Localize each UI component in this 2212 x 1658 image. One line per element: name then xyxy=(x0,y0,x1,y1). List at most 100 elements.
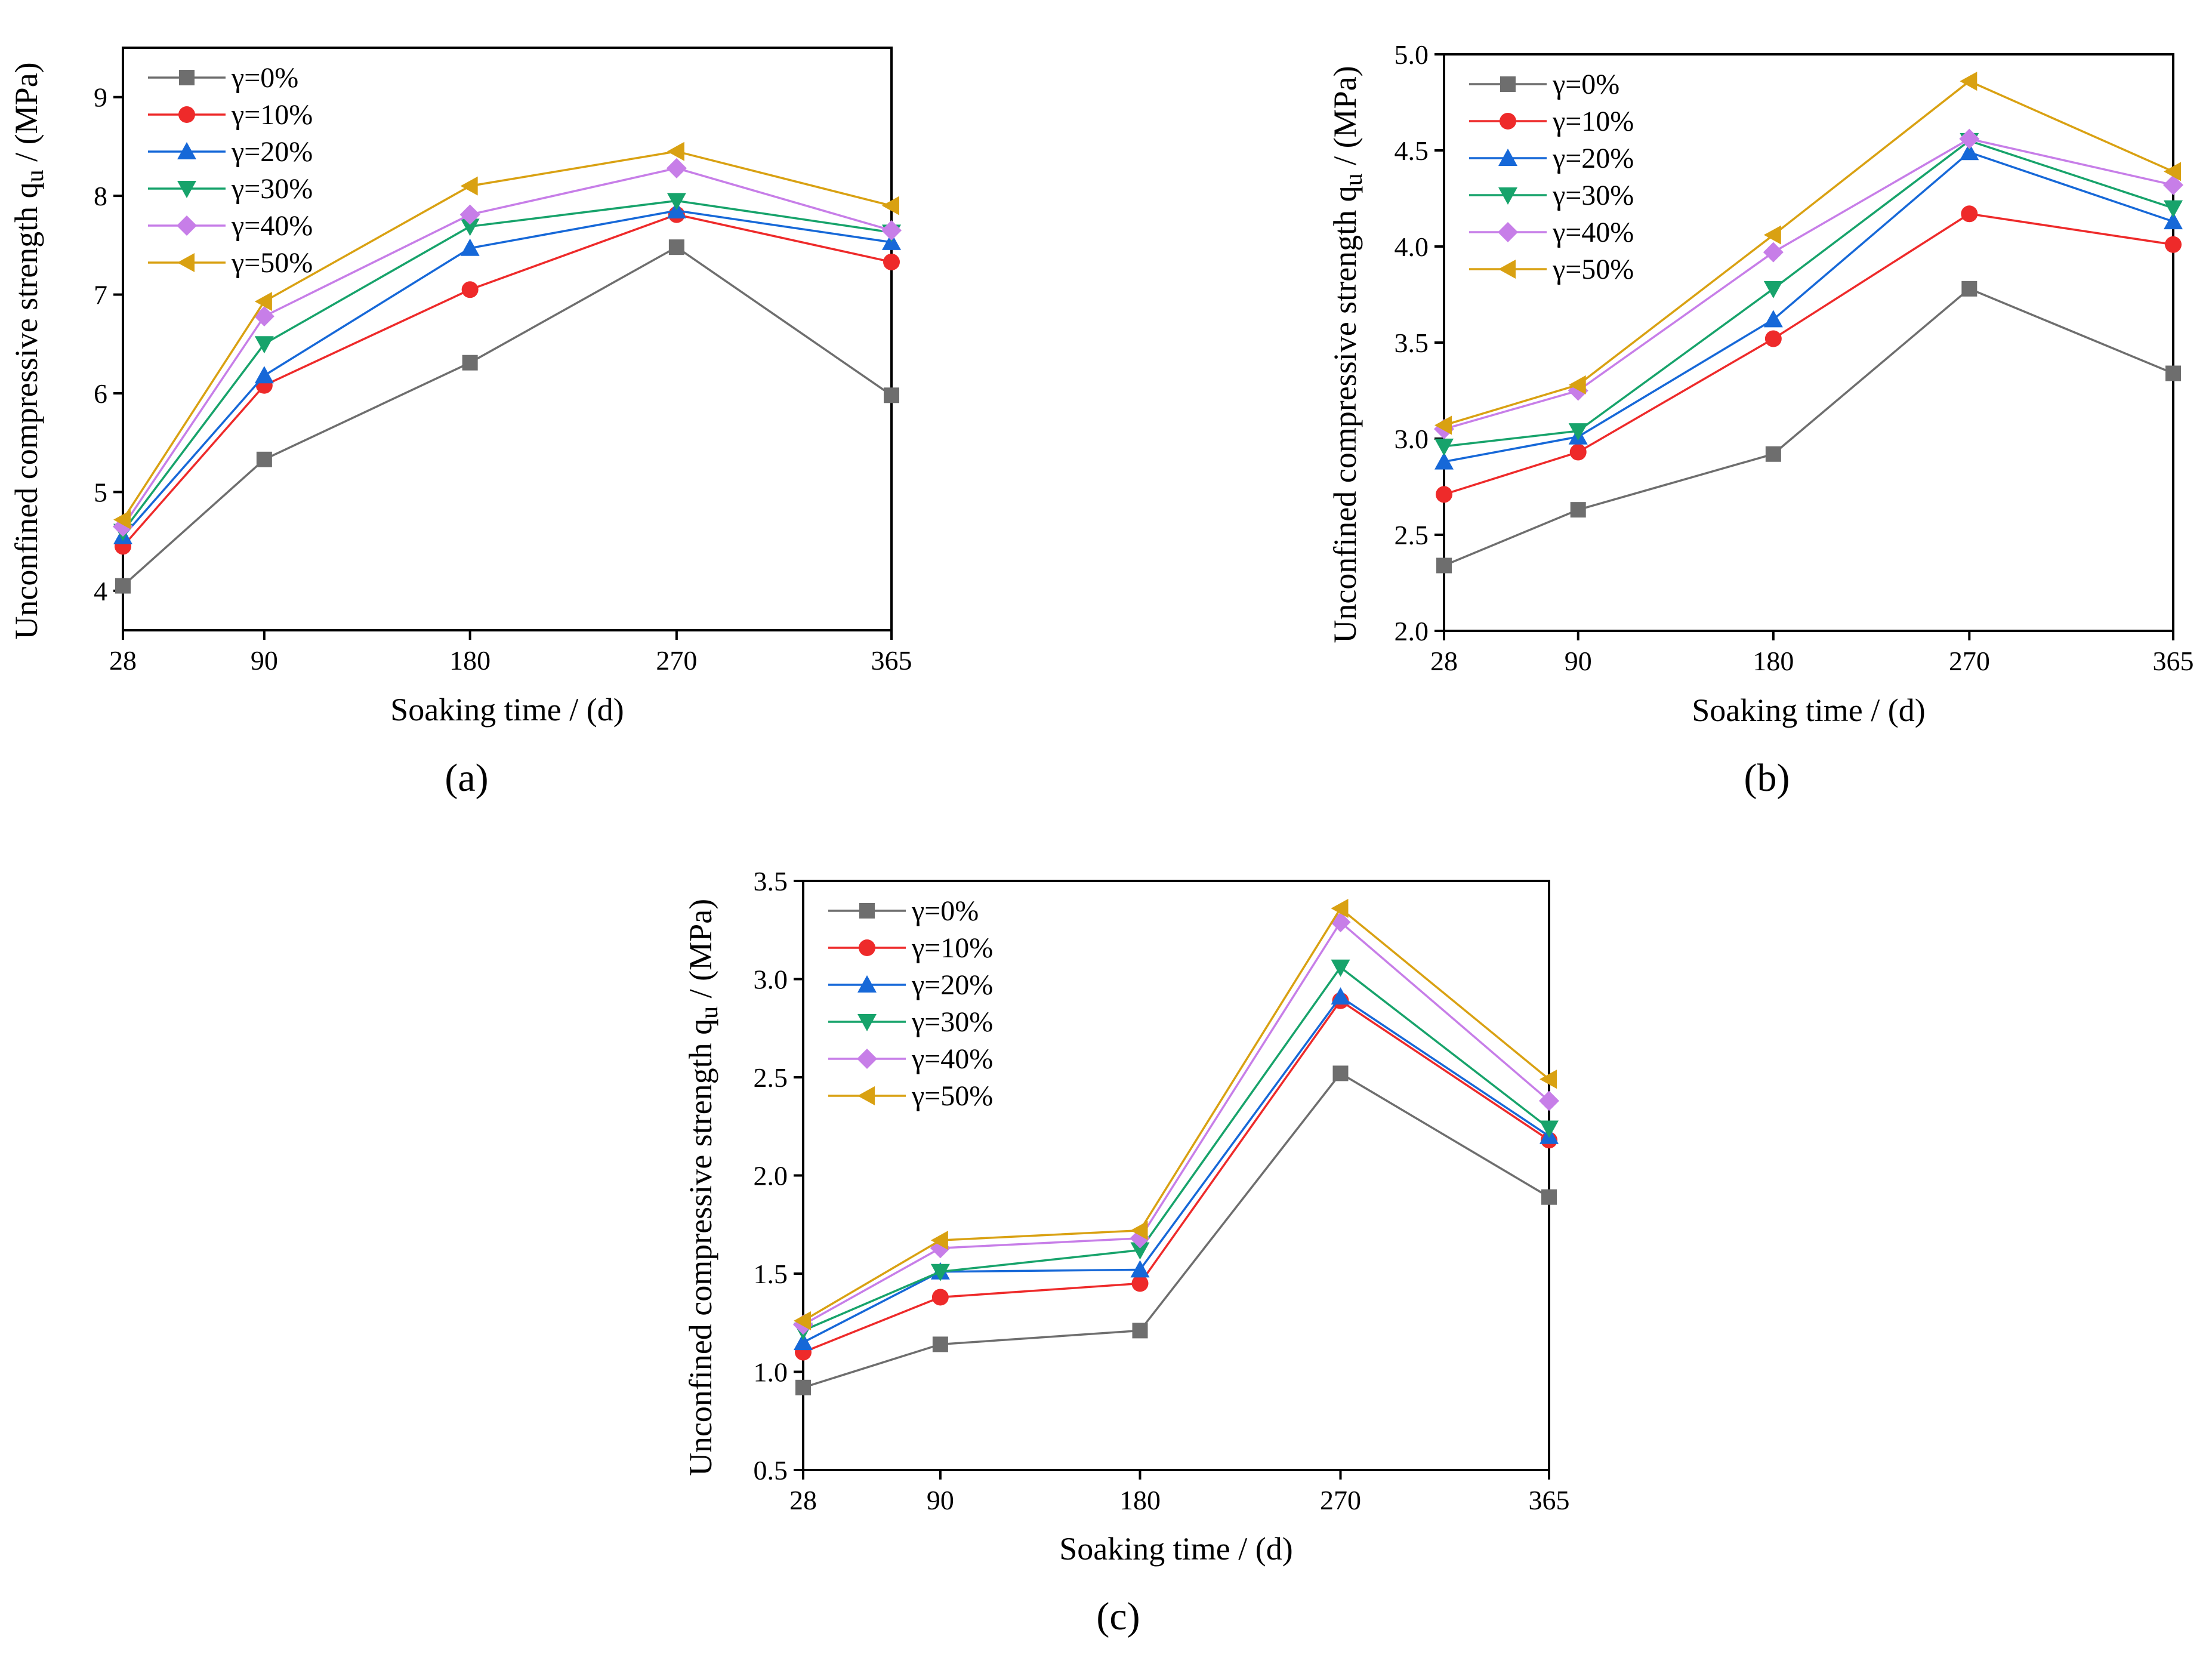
legend-entry: γ=50% xyxy=(828,1080,993,1112)
y-tick-label: 6 xyxy=(94,378,107,409)
series-50pct xyxy=(1434,72,2181,435)
x-axis-title: Soaking time / (d) xyxy=(1059,1531,1292,1567)
y-axis-title-unit: / (MPa) xyxy=(683,899,718,1006)
data-point xyxy=(1961,281,1977,297)
legend-marker xyxy=(177,181,196,198)
legend-label: γ=0% xyxy=(1552,69,1619,100)
chart-panel-c: 28 90 180 270 365 0.5 1.0 1.5 2.0 2.5 3.0 3.5 Soakin… xyxy=(683,866,1570,1638)
legend-label: γ=50% xyxy=(911,1080,993,1112)
chart-panel-a: 28 90 180 270 365 4 5 6 7 8 9 Soaking time / (d) Unc… xyxy=(8,47,912,800)
data-point xyxy=(931,1289,949,1306)
y-axis-title-subscript: u xyxy=(696,1006,723,1019)
legend-entry: γ=0% xyxy=(828,895,979,927)
legend-marker xyxy=(1498,260,1516,279)
legend-label: γ=50% xyxy=(231,247,313,279)
x-tick-label: 180 xyxy=(1753,646,1794,676)
data-point xyxy=(254,292,272,312)
y-tick-label: 3.5 xyxy=(1395,328,1429,358)
data-point xyxy=(667,193,686,211)
legend-label: γ=50% xyxy=(1552,254,1634,285)
series-50pct xyxy=(794,899,1557,1330)
legend-entry: γ=40% xyxy=(828,1043,993,1075)
series-line xyxy=(803,1072,1550,1389)
series-line xyxy=(1443,287,2174,567)
y-axis-title-main: Unconfined compressive strength q xyxy=(1327,186,1363,643)
data-point xyxy=(794,1311,811,1330)
legend-entry: γ=30% xyxy=(828,1006,993,1038)
legend-entry: γ=20% xyxy=(828,969,993,1001)
data-point xyxy=(1130,1221,1148,1240)
data-point xyxy=(1763,281,1783,298)
y-axis-title-main: Unconfined compressive strength q xyxy=(683,1019,718,1476)
legend-marker xyxy=(177,142,196,159)
legend-entry: γ=10% xyxy=(148,99,313,131)
y-tick-label: 8 xyxy=(94,181,107,211)
data-point xyxy=(115,578,131,594)
series-10pct xyxy=(1436,205,2182,503)
data-point xyxy=(462,355,478,371)
plot-frame xyxy=(122,47,893,631)
data-point xyxy=(1131,1275,1149,1292)
legend-marker xyxy=(857,975,877,993)
legend-marker xyxy=(857,1014,877,1031)
panel-label: (a) xyxy=(445,756,488,800)
y-tick-label: 2.0 xyxy=(754,1161,788,1191)
series-0pct xyxy=(795,1065,1557,1395)
x-tick-label: 365 xyxy=(871,645,912,676)
legend-marker xyxy=(1498,149,1517,166)
y-tick-label: 2.5 xyxy=(1395,520,1429,550)
legend-entry: γ=50% xyxy=(148,247,313,279)
data-point xyxy=(2164,162,2181,181)
y-axis-title: Unconfined compressive strength qu / (MP… xyxy=(8,62,49,639)
y-tick-label: 3.0 xyxy=(1395,424,1429,454)
data-point xyxy=(930,1231,948,1250)
data-point xyxy=(460,218,480,236)
data-point xyxy=(666,158,687,178)
data-point xyxy=(1960,143,1979,161)
data-point xyxy=(1331,959,1350,977)
y-tick-label: 1.5 xyxy=(754,1259,788,1289)
legend-label: γ=30% xyxy=(1552,180,1634,211)
plot-frame xyxy=(1443,53,2174,632)
y-axis-title-unit: / (MPa) xyxy=(8,62,44,170)
data-point xyxy=(1569,443,1587,461)
data-point xyxy=(1568,375,1586,395)
data-point xyxy=(1434,438,1454,456)
data-point xyxy=(884,387,899,403)
data-point xyxy=(2163,174,2183,195)
x-tick-label: 28 xyxy=(789,1485,817,1515)
series-0pct xyxy=(1436,281,2181,574)
data-point xyxy=(932,1336,948,1352)
data-point xyxy=(881,220,902,241)
data-point xyxy=(461,281,479,298)
data-point xyxy=(1436,557,1452,574)
data-point xyxy=(1764,330,1782,347)
data-point xyxy=(1763,242,1784,263)
data-point xyxy=(1765,446,1781,462)
legend-label: γ=20% xyxy=(231,136,313,168)
data-point xyxy=(2165,236,2182,253)
legend-marker xyxy=(1498,222,1518,242)
legend-entry: γ=20% xyxy=(1469,143,1634,174)
data-point xyxy=(1570,502,1586,518)
legend-marker xyxy=(1500,76,1516,92)
legend-label: γ=0% xyxy=(911,895,979,927)
data-point xyxy=(2164,212,2183,230)
y-tick-label: 1.0 xyxy=(754,1357,788,1388)
legend-entry: γ=20% xyxy=(148,136,313,168)
x-tick-label: 180 xyxy=(449,645,490,676)
data-point xyxy=(460,238,480,256)
data-point xyxy=(1961,205,1978,223)
legend-marker xyxy=(1500,113,1516,130)
legend-label: γ=40% xyxy=(231,210,313,242)
data-point xyxy=(460,176,478,196)
legend-entry: γ=30% xyxy=(148,173,313,205)
legend-label: γ=20% xyxy=(911,969,993,1001)
data-point xyxy=(1540,1070,1557,1089)
data-point xyxy=(1540,1120,1559,1138)
data-point xyxy=(1763,310,1783,328)
y-tick-label: 4.0 xyxy=(1395,232,1429,262)
y-axis-title: Unconfined compressive strength qu / (MP… xyxy=(683,899,723,1476)
data-point xyxy=(794,1333,813,1351)
